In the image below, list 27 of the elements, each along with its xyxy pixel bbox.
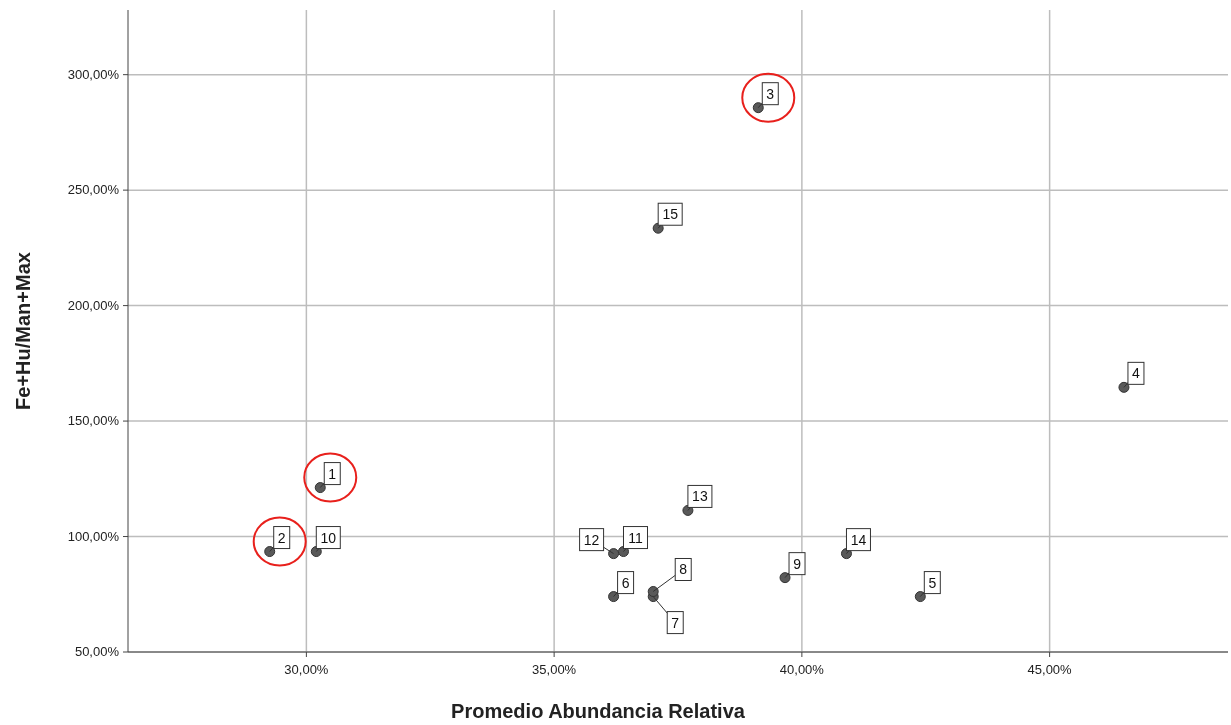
annotation: 14	[850, 531, 867, 548]
annotation: 11	[628, 529, 643, 546]
annotation: 10	[320, 529, 337, 546]
annotation: 12	[583, 531, 600, 548]
annotation: 4	[1132, 365, 1141, 382]
annotation: 5	[928, 574, 937, 591]
annotation: 9	[793, 555, 802, 572]
y-tick-label: 50,00%	[74, 644, 120, 659]
annotation: 13	[692, 488, 708, 505]
annotation: 1	[328, 465, 337, 482]
x-tick-label: 40,00%	[779, 662, 825, 677]
annotation: 7	[671, 614, 680, 631]
y-tick-label: 100,00%	[67, 528, 120, 544]
y-tick-label: 250,00%	[67, 182, 120, 198]
x-tick-label: 35,00%	[532, 662, 577, 677]
y-tick-label: 150,00%	[67, 413, 120, 429]
annotation: 15	[662, 206, 679, 223]
annotation: 8	[679, 561, 688, 578]
x-tick-label: 45,00%	[1027, 662, 1073, 677]
x-tick-label: 30,00%	[284, 662, 329, 677]
x-axis-title: Promedio Abundancia Relativa	[451, 700, 746, 722]
annotation: 3	[766, 85, 775, 102]
annotation: 6	[621, 574, 630, 591]
y-tick-label: 200,00%	[67, 297, 120, 313]
annotation: 2	[277, 529, 286, 546]
y-axis-title: Fe+Hu/Man+Max	[12, 252, 34, 410]
y-tick-label: 300,00%	[67, 66, 120, 82]
